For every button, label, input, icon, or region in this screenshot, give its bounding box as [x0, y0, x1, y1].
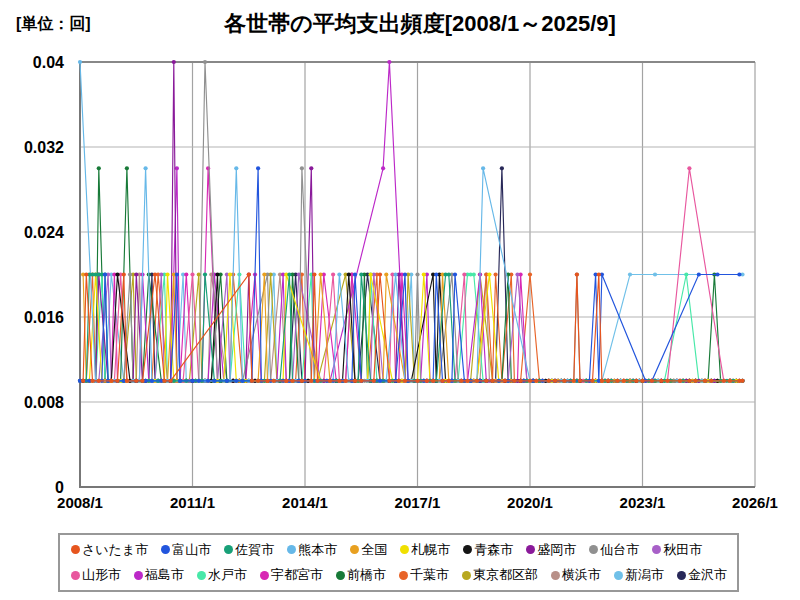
legend-dot	[677, 571, 686, 580]
legend-item-akita[interactable]: 秋田市	[652, 541, 702, 559]
svg-text:0.008: 0.008	[24, 394, 64, 411]
legend-dot	[287, 545, 296, 554]
y-axis-labels: 0 0.008 0.016 0.024 0.032 0.04	[24, 54, 64, 496]
legend: さいたま市 富山市 佐賀市 熊本市 全国 札幌市 青森市 盛岡市 仙台市 秋田市山形市 福島市 水戸市…	[58, 533, 739, 592]
svg-text:0.024: 0.024	[24, 224, 64, 241]
svg-text:0.032: 0.032	[24, 139, 64, 156]
svg-text:2014/1: 2014/1	[282, 494, 328, 511]
legend-label: 札幌市	[411, 541, 450, 559]
legend-dot	[614, 571, 623, 580]
legend-dot	[134, 571, 143, 580]
legend-label: 仙台市	[600, 541, 639, 559]
svg-text:2008/1: 2008/1	[57, 494, 103, 511]
legend-dot	[551, 571, 560, 580]
legend-dot	[400, 545, 409, 554]
plot-area: 0 0.008 0.016 0.024 0.032 0.04 2008/1 2011/1 201…	[0, 0, 800, 600]
legend-label: 福島市	[145, 566, 184, 584]
legend-label: 佐賀市	[235, 541, 274, 559]
legend-item-mito[interactable]: 水戸市	[197, 566, 247, 584]
legend-dot	[71, 571, 80, 580]
legend-dot	[589, 545, 598, 554]
svg-text:2017/1: 2017/1	[395, 494, 441, 511]
legend-label: 水戸市	[208, 566, 247, 584]
chart-page: { "title": "各世帯の平均支出頻度[2008/1～2025/9]", …	[0, 0, 800, 600]
legend-label: 山形市	[82, 566, 121, 584]
legend-dot	[71, 545, 80, 554]
legend-item-zenkoku[interactable]: 全国	[350, 541, 387, 559]
legend-label: さいたま市	[82, 541, 148, 559]
svg-text:0.016: 0.016	[24, 309, 64, 326]
legend-dot	[462, 571, 471, 580]
legend-item-tokyo[interactable]: 東京都区部	[462, 566, 538, 584]
legend-item-sapporo[interactable]: 札幌市	[400, 541, 450, 559]
legend-label: 富山市	[172, 541, 211, 559]
legend-item-maebashi[interactable]: 前橋市	[336, 566, 386, 584]
legend-row: 山形市 福島市 水戸市 宇都宮市 前橋市 千葉市 東京都区部 横浜市 新潟市 金沢市	[71, 566, 737, 584]
svg-text:2020/1: 2020/1	[507, 494, 553, 511]
legend-dot	[336, 571, 345, 580]
legend-item-utsunomiya[interactable]: 宇都宮市	[260, 566, 323, 584]
legend-dot	[224, 545, 233, 554]
legend-dot	[260, 571, 269, 580]
legend-dot	[161, 545, 170, 554]
legend-label: 青森市	[474, 541, 513, 559]
svg-text:2026/1: 2026/1	[732, 494, 778, 511]
legend-dot	[526, 545, 535, 554]
legend-dot	[463, 545, 472, 554]
legend-item-kumamoto[interactable]: 熊本市	[287, 541, 337, 559]
legend-item-niigata[interactable]: 新潟市	[614, 566, 664, 584]
legend-item-aomori[interactable]: 青森市	[463, 541, 513, 559]
legend-label: 金沢市	[688, 566, 727, 584]
legend-dot	[652, 545, 661, 554]
svg-text:2011/1: 2011/1	[170, 494, 215, 511]
legend-item-saitama[interactable]: さいたま市	[71, 541, 148, 559]
svg-text:0: 0	[55, 479, 64, 496]
legend-item-toyama[interactable]: 富山市	[161, 541, 211, 559]
legend-label: 盛岡市	[537, 541, 576, 559]
legend-label: 宇都宮市	[271, 566, 323, 584]
legend-label: 新潟市	[625, 566, 664, 584]
legend-item-sendai[interactable]: 仙台市	[589, 541, 639, 559]
legend-item-yamagata[interactable]: 山形市	[71, 566, 121, 584]
series-lines	[78, 60, 745, 383]
legend-row: さいたま市 富山市 佐賀市 熊本市 全国 札幌市 青森市 盛岡市 仙台市 秋田市	[71, 541, 737, 559]
legend-label: 千葉市	[410, 566, 449, 584]
legend-dot	[399, 571, 408, 580]
legend-item-kanazawa[interactable]: 金沢市	[677, 566, 727, 584]
legend-item-fukushima[interactable]: 福島市	[134, 566, 184, 584]
legend-label: 秋田市	[663, 541, 702, 559]
legend-item-morioka[interactable]: 盛岡市	[526, 541, 576, 559]
legend-label: 東京都区部	[473, 566, 538, 584]
legend-label: 全国	[361, 541, 387, 559]
legend-label: 熊本市	[298, 541, 337, 559]
legend-item-yokohama[interactable]: 横浜市	[551, 566, 601, 584]
legend-label: 横浜市	[562, 566, 601, 584]
legend-dot	[350, 545, 359, 554]
legend-item-saga[interactable]: 佐賀市	[224, 541, 274, 559]
x-axis-labels: 2008/1 2011/1 2014/1 2017/1 2020/1 2023/1 2026…	[57, 494, 778, 511]
svg-text:0.04: 0.04	[33, 54, 64, 71]
legend-label: 前橋市	[347, 566, 386, 584]
series-sendai	[90, 60, 741, 383]
legend-dot	[197, 571, 206, 580]
legend-item-chiba[interactable]: 千葉市	[399, 566, 449, 584]
svg-text:2023/1: 2023/1	[620, 494, 666, 511]
